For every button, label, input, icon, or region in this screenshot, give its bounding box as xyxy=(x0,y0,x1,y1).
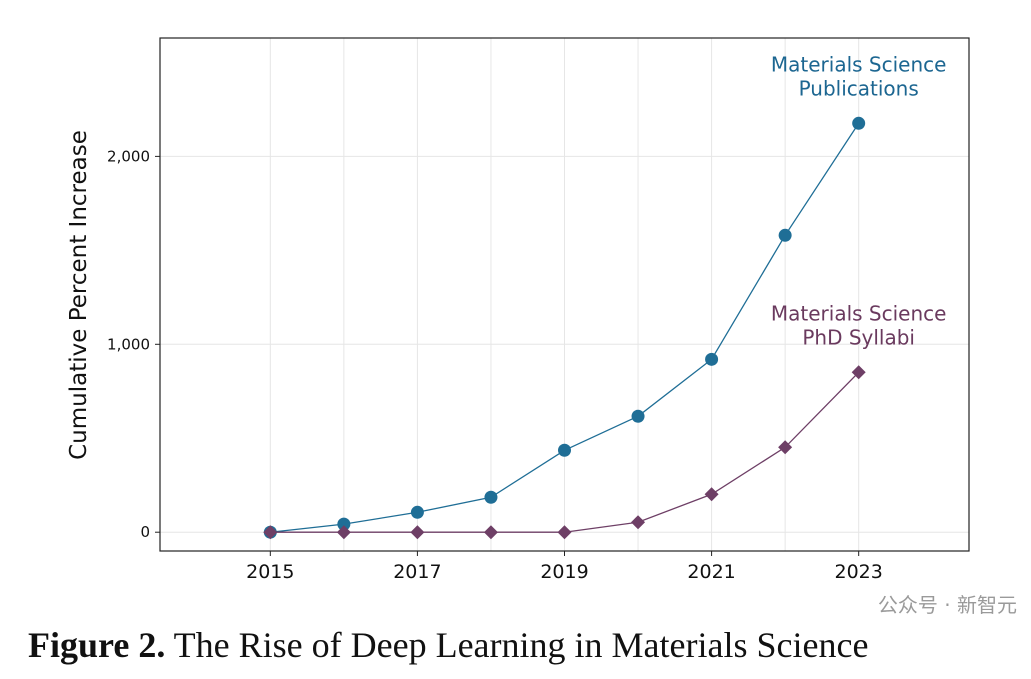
data-point xyxy=(410,525,425,540)
data-point xyxy=(705,352,719,366)
data-point xyxy=(631,409,645,423)
x-tick-label: 2019 xyxy=(540,561,588,583)
data-point xyxy=(778,440,793,455)
figure-label: Figure 2. xyxy=(28,625,166,665)
x-tick-label: 2015 xyxy=(246,561,294,583)
figure-caption-text: The Rise of Deep Learning in Materials S… xyxy=(165,625,869,665)
data-point xyxy=(263,525,278,540)
data-point xyxy=(557,525,572,540)
data-point xyxy=(336,525,351,540)
data-point xyxy=(778,228,792,242)
data-point xyxy=(852,116,866,130)
data-point xyxy=(558,443,571,457)
x-tick-label: 2023 xyxy=(835,561,883,583)
data-point xyxy=(704,487,719,502)
series-label: PhD Syllabi xyxy=(802,325,915,349)
series-label: Materials Science xyxy=(771,301,947,325)
y-tick-label: 2,000 xyxy=(107,147,150,165)
data-point xyxy=(484,490,498,504)
series-label: Materials Science xyxy=(771,52,947,76)
data-point xyxy=(851,365,866,380)
figure-caption: Figure 2. The Rise of Deep Learning in M… xyxy=(28,624,868,666)
data-point xyxy=(631,515,646,530)
data-point xyxy=(337,517,351,531)
y-axis-label: Cumulative Percent Increase xyxy=(66,130,92,460)
x-tick-label: 2021 xyxy=(687,561,735,583)
data-point xyxy=(483,525,498,540)
y-tick-label: 1,000 xyxy=(107,335,150,353)
x-tick-label: 2017 xyxy=(393,561,441,583)
data-point xyxy=(410,505,424,519)
y-tick-label: 0 xyxy=(140,523,150,541)
series-label: Publications xyxy=(799,76,919,100)
